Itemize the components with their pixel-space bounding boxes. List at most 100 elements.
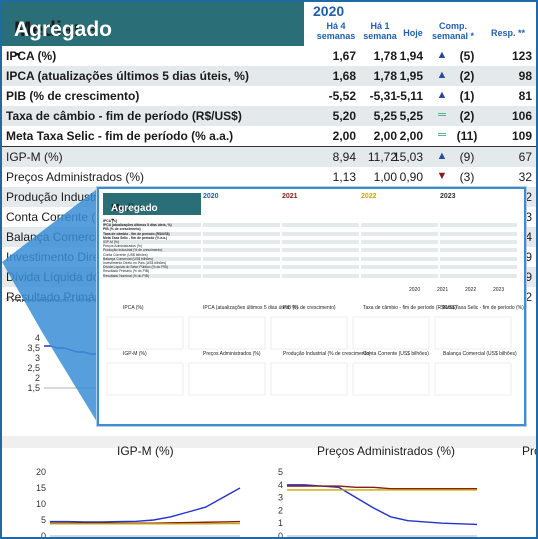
mini-chart-title: Taxa de câmbio - fim de período (R$/US$) (363, 305, 457, 311)
chart-title-prod: Pro (522, 444, 536, 458)
mini-row-cell (361, 240, 438, 244)
mini-row-cell (282, 240, 359, 244)
value-today: 5,25 (399, 109, 423, 123)
mini-legend-label: 2020 (409, 287, 421, 293)
mini-chart-title: IGP-M (%) (123, 351, 147, 357)
arrow-down-icon: ▼ (436, 170, 448, 182)
value-today: 15,03 (392, 150, 423, 164)
week-count: (9) (459, 150, 475, 164)
value-4-weeks: 1,67 (332, 49, 356, 63)
row-label: PIB (% de crescimento) (6, 89, 140, 103)
mini-chart-frame (188, 362, 266, 396)
row-label: Meta Taxa Selic - fim de período (% a.a.… (6, 129, 234, 143)
equal-icon: ═ (438, 129, 446, 141)
mini-row-label: Meta Taxa Selic - fim de período (% a.a.… (103, 235, 168, 240)
table-row: Meta Taxa Selic - fim de período (% a.a.… (2, 126, 536, 147)
mini-chart-frame (434, 362, 512, 396)
mini-row-label: Conta Corrente (US$ bilhões) (103, 252, 148, 257)
top-partial-chart: 1,522,533,54 (27, 333, 104, 393)
mini-chart-title: IPCA (%) (123, 305, 144, 311)
mini-row-label: Balança Comercial (US$ bilhões) (103, 256, 201, 261)
mini-row-cell (203, 223, 280, 228)
respondents-count: 32 (518, 170, 532, 184)
y-tick-label: 3,5 (27, 343, 40, 353)
chart-title-igpm: IGP-M (%) (117, 444, 174, 458)
respondents-count: 67 (518, 150, 532, 164)
mini-row-cell (203, 248, 280, 253)
mini-chart (270, 362, 348, 396)
divider-band (2, 436, 536, 448)
mini-chart-frame (188, 316, 266, 350)
zoom-overlay: Mediana - Agregado IPCA (%) IPCA (atualiz… (97, 187, 526, 426)
y-tick-label: 15 (36, 483, 46, 493)
mini-chart (106, 362, 184, 396)
chart-title-precos: Preços Administrados (%) (317, 444, 456, 458)
col-weekly-comp: Comp. semanal * (431, 21, 475, 41)
row-label: IPCA (%) (6, 49, 57, 63)
value-1-week: 1,78 (373, 49, 397, 63)
mini-chart-title: Conta Corrente (US$ bilhões) (363, 351, 429, 357)
precos-chart: 0 1 2 3 4 5 (278, 467, 478, 537)
title-part2: Agregado (14, 18, 113, 41)
mini-chart-frame (270, 362, 348, 396)
y-tick-label: 2 (278, 505, 283, 515)
mini-chart (434, 316, 512, 350)
series-line-a (44, 345, 104, 355)
col-respondents: Resp. ** (490, 28, 525, 38)
mini-year-block: 2020 (203, 193, 280, 278)
mini-row-cell (440, 248, 517, 253)
arrow-up-icon: ▲ (436, 49, 448, 61)
mini-row-label: IGP-M (%) (103, 240, 201, 244)
value-4-weeks: 8,94 (332, 150, 356, 164)
respondents-count: 106 (511, 109, 532, 123)
week-count: (11) (456, 129, 478, 143)
table-row: Preços Administrados (%) 1,13 1,00 0,90 ▼ (3)… (2, 167, 536, 187)
mini-row-label: Resultado Primário (% do PIB) (103, 269, 150, 274)
mini-chart-frame (270, 316, 348, 350)
mini-year-block: 2021 (282, 193, 359, 278)
mini-row-cell (440, 223, 517, 228)
mini-row-cell (203, 256, 280, 261)
respondents-count: 81 (518, 89, 532, 103)
y-tick-label: 0 (41, 531, 46, 539)
mini-title-part2: Agregado (111, 203, 158, 214)
table-row: PIB (% de crescimento) -5,52 -5,31 -5,11 ▲ (1… (2, 86, 536, 106)
mini-row-label: Resultado Nominal (% do PIB) (103, 273, 201, 278)
value-today: 1,95 (399, 69, 423, 83)
mini-row-cell (361, 273, 438, 278)
row-label: IPCA (atualizações últimos 5 dias úteis,… (6, 69, 249, 83)
y-tick-label: 5 (41, 515, 46, 525)
mini-row-cell (361, 231, 438, 236)
mini-row-cell (203, 231, 280, 236)
mini-charts (106, 316, 512, 396)
mini-year-label: 2021 (282, 193, 298, 200)
mini-row-label: Investimento Direto no País (US$ bilhões… (103, 261, 167, 265)
table-row: IPCA (atualizações últimos 5 dias úteis,… (2, 66, 536, 86)
arrow-up-icon: ▲ (436, 89, 448, 101)
mini-year-block: 2023 (440, 193, 517, 278)
mini-row-cell (361, 223, 438, 228)
mini-chart-frame (434, 316, 512, 350)
series-line-2020 (287, 484, 478, 526)
col-1-week: Há 1 semana (363, 21, 397, 41)
value-today: 0,90 (399, 170, 423, 184)
value-today: -5,11 (396, 89, 423, 103)
y-tick-label: 1 (278, 518, 283, 528)
mini-chart-title: Produção Industrial (% de crescimento) (283, 351, 371, 357)
week-count: (2) (459, 109, 475, 123)
series-line-2021 (287, 485, 477, 490)
lower-charts: 0 5 10 15 20 0 1 2 3 4 5 (36, 467, 478, 539)
mini-title: Mediana - Agregado (103, 193, 201, 225)
mini-year-label: 2020 (203, 193, 219, 200)
mini-chart-frame (352, 316, 430, 350)
mini-chart-title: Preços Administrados (%) (203, 351, 261, 357)
series-line-2020 (50, 487, 241, 523)
value-4-weeks: 2,00 (332, 129, 356, 143)
mini-chart-title: IPCA (atualizações últimos 5 dias úteis,… (203, 305, 299, 311)
value-4-weeks: 1,68 (332, 69, 356, 83)
mini-row-label: PIB (% de crescimento) (103, 227, 141, 232)
title-part1: Mediana - (14, 18, 99, 65)
mini-legend-label: 2023 (493, 287, 505, 293)
week-count: (5) (459, 49, 475, 63)
